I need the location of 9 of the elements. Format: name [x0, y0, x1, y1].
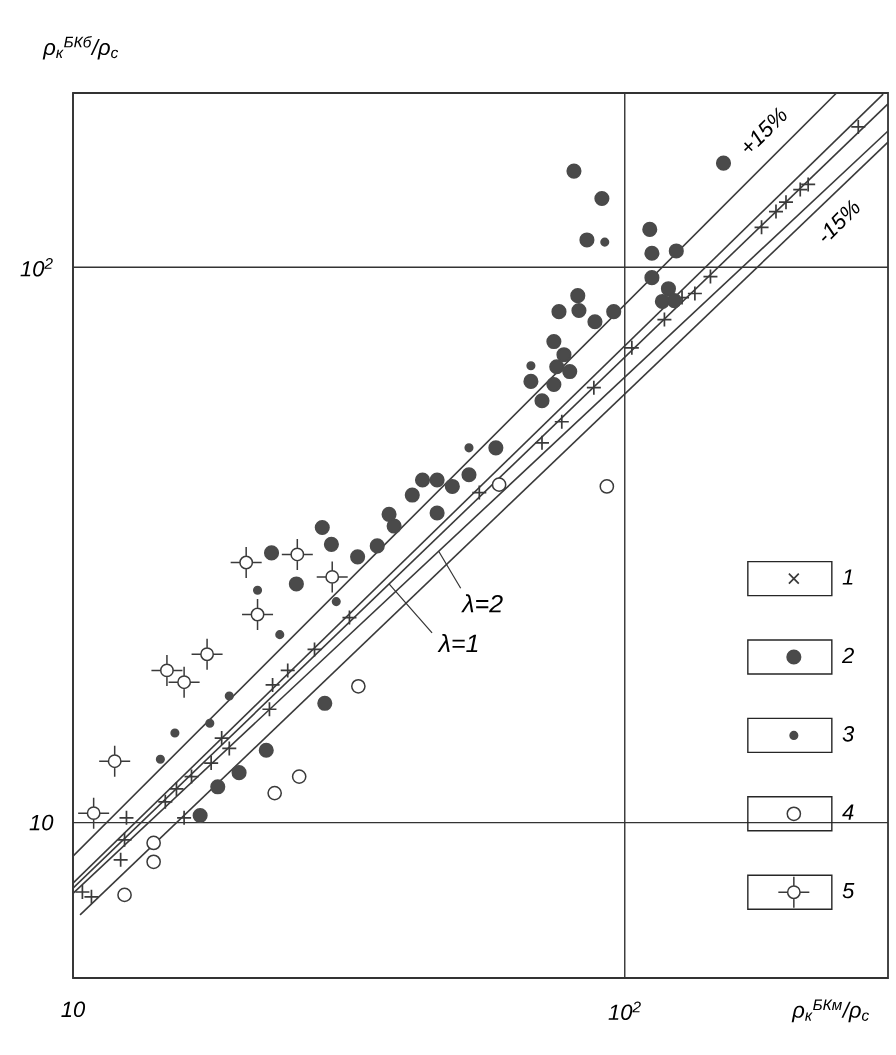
y-axis-title: ρ$_{к}$$^{БКб}$/ρ$_{с}$: [42, 36, 119, 60]
x-axis-title: ρ$_{к}$$^{БКм}$/ρ$_{с}$: [791, 999, 869, 1023]
annotation: λ=2: [461, 594, 503, 613]
legend-label: 1: [842, 569, 853, 585]
annotation: λ=1: [437, 633, 478, 652]
legend-label: 5: [842, 883, 855, 899]
legend-label: 3: [842, 726, 855, 742]
legend-label: 4: [842, 804, 854, 820]
legend-label: 2: [841, 647, 854, 664]
